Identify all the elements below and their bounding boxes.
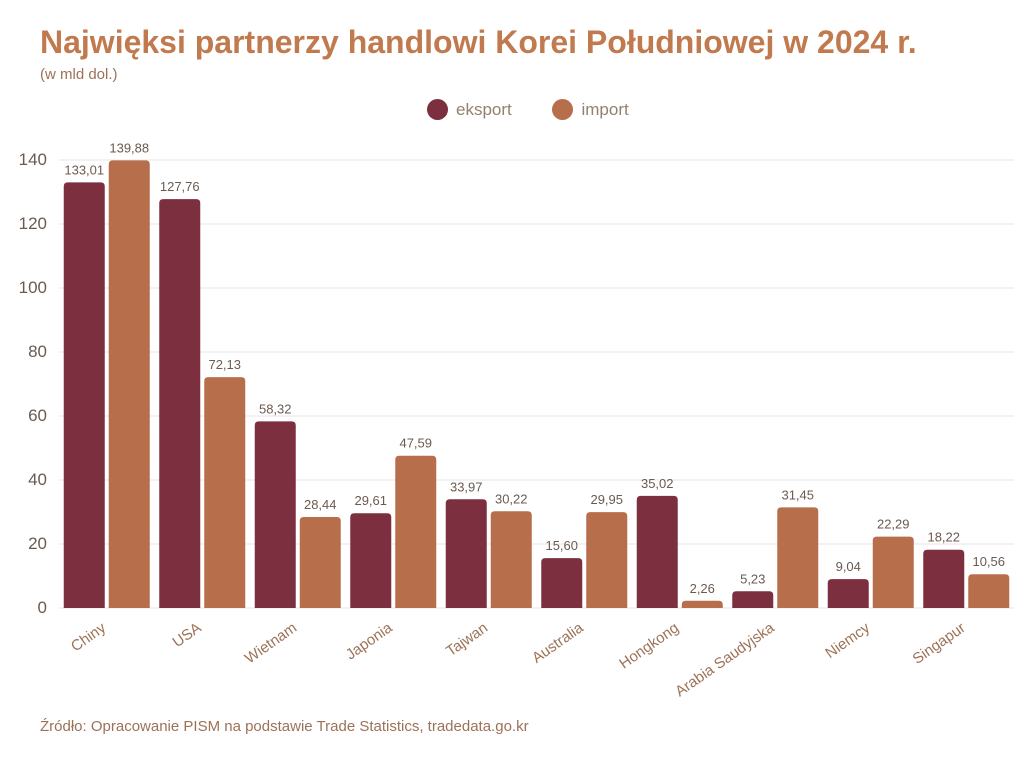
svg-text:40: 40 — [28, 470, 47, 489]
svg-text:USA: USA — [170, 619, 205, 651]
svg-text:133,01: 133,01 — [64, 162, 104, 177]
svg-text:22,29: 22,29 — [877, 517, 910, 532]
svg-text:Singapur: Singapur — [910, 619, 969, 667]
svg-text:47,59: 47,59 — [399, 436, 432, 451]
svg-text:18,22: 18,22 — [927, 530, 960, 545]
svg-text:Japonia: Japonia — [343, 619, 396, 663]
svg-text:60: 60 — [28, 406, 47, 425]
svg-text:31,45: 31,45 — [781, 487, 814, 502]
svg-text:28,44: 28,44 — [304, 497, 337, 512]
svg-text:35,02: 35,02 — [641, 476, 674, 491]
svg-text:Hongkong: Hongkong — [616, 619, 682, 672]
svg-text:58,32: 58,32 — [259, 401, 292, 416]
svg-text:9,04: 9,04 — [836, 559, 861, 574]
svg-text:120: 120 — [19, 214, 47, 233]
svg-text:140: 140 — [19, 150, 47, 169]
svg-text:Chiny: Chiny — [68, 619, 110, 655]
svg-text:10,56: 10,56 — [972, 554, 1005, 569]
svg-text:5,23: 5,23 — [740, 571, 765, 586]
svg-text:29,95: 29,95 — [590, 492, 623, 507]
svg-text:33,97: 33,97 — [450, 479, 483, 494]
svg-text:Wietnam: Wietnam — [242, 619, 300, 667]
svg-text:0: 0 — [38, 598, 47, 617]
svg-text:Niemcy: Niemcy — [822, 619, 873, 662]
svg-text:Tajwan: Tajwan — [443, 619, 491, 660]
svg-text:2,26: 2,26 — [690, 581, 715, 596]
svg-text:139,88: 139,88 — [109, 140, 149, 155]
svg-text:30,22: 30,22 — [495, 491, 528, 506]
svg-text:20: 20 — [28, 534, 47, 553]
svg-text:Arabia Saudyjska: Arabia Saudyjska — [672, 619, 778, 700]
svg-text:80: 80 — [28, 342, 47, 361]
svg-text:127,76: 127,76 — [160, 179, 200, 194]
svg-text:29,61: 29,61 — [354, 493, 387, 508]
svg-text:15,60: 15,60 — [545, 538, 578, 553]
svg-text:72,13: 72,13 — [208, 357, 241, 372]
svg-text:100: 100 — [19, 278, 47, 297]
svg-text:Australia: Australia — [529, 619, 587, 667]
